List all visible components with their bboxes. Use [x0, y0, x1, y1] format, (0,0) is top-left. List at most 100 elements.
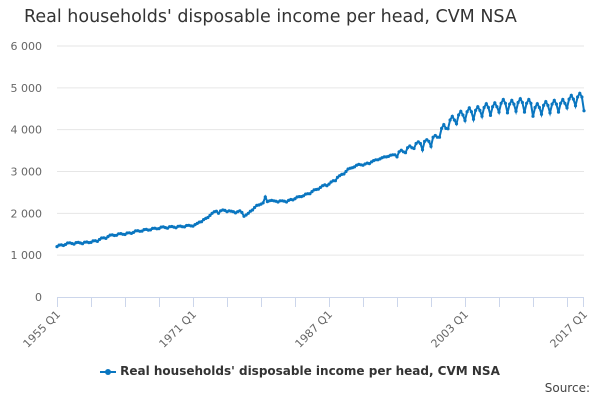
legend[interactable]: Real households' disposable income per h…	[0, 364, 600, 378]
data-point[interactable]	[576, 95, 580, 99]
data-point[interactable]	[554, 102, 559, 106]
data-point[interactable]	[244, 213, 248, 217]
data-point[interactable]	[497, 110, 501, 114]
data-point[interactable]	[246, 211, 250, 215]
data-point[interactable]	[582, 109, 586, 113]
data-point[interactable]	[508, 102, 512, 106]
data-point[interactable]	[412, 146, 416, 151]
data-point[interactable]	[465, 110, 469, 114]
data-point[interactable]	[561, 97, 565, 102]
data-point[interactable]	[520, 100, 525, 105]
data-point[interactable]	[333, 179, 337, 183]
data-point[interactable]	[104, 236, 108, 240]
data-point[interactable]	[216, 211, 221, 215]
data-point[interactable]	[529, 101, 533, 105]
data-point[interactable]	[512, 102, 516, 106]
data-point[interactable]	[478, 108, 482, 112]
data-point[interactable]	[525, 101, 529, 105]
data-point[interactable]	[95, 239, 99, 243]
data-point[interactable]	[556, 110, 561, 114]
data-point[interactable]	[510, 98, 514, 102]
data-point[interactable]	[214, 209, 218, 213]
data-point[interactable]	[457, 113, 461, 117]
data-point[interactable]	[452, 118, 456, 122]
data-point[interactable]	[263, 195, 267, 199]
data-point[interactable]	[427, 139, 431, 143]
data-point[interactable]	[206, 215, 210, 220]
data-point[interactable]	[533, 105, 537, 110]
data-point[interactable]	[446, 127, 450, 131]
data-point[interactable]	[501, 97, 505, 102]
data-point[interactable]	[471, 117, 476, 121]
data-point[interactable]	[499, 101, 503, 105]
data-point[interactable]	[552, 98, 556, 102]
data-point[interactable]	[537, 105, 542, 110]
data-point[interactable]	[469, 110, 473, 114]
data-point[interactable]	[437, 135, 442, 139]
data-point[interactable]	[210, 211, 214, 215]
data-point[interactable]	[442, 123, 446, 127]
data-point[interactable]	[431, 135, 435, 139]
data-point[interactable]	[344, 169, 348, 174]
data-point[interactable]	[429, 144, 433, 148]
data-point[interactable]	[482, 105, 486, 110]
data-point[interactable]	[539, 112, 544, 116]
data-point[interactable]	[514, 109, 518, 113]
data-point[interactable]	[420, 148, 425, 152]
data-point[interactable]	[480, 114, 484, 118]
data-point[interactable]	[495, 105, 499, 109]
data-point[interactable]	[448, 118, 452, 122]
data-point[interactable]	[565, 106, 569, 110]
data-point[interactable]	[527, 97, 531, 102]
data-point[interactable]	[474, 108, 478, 112]
data-point[interactable]	[240, 210, 244, 215]
data-point[interactable]	[459, 109, 463, 113]
data-point[interactable]	[418, 141, 422, 146]
data-point[interactable]	[454, 122, 459, 126]
data-point[interactable]	[342, 172, 346, 176]
data-point[interactable]	[548, 111, 552, 115]
data-point[interactable]	[406, 146, 410, 150]
data-point[interactable]	[573, 104, 578, 108]
data-point[interactable]	[423, 139, 427, 143]
data-point[interactable]	[440, 126, 444, 130]
data-point[interactable]	[563, 101, 567, 105]
data-point[interactable]	[491, 105, 495, 109]
data-point[interactable]	[253, 205, 257, 210]
data-point[interactable]	[461, 113, 465, 117]
data-point[interactable]	[393, 153, 397, 157]
data-point[interactable]	[544, 100, 548, 104]
data-point[interactable]	[486, 105, 490, 110]
data-point[interactable]	[518, 97, 522, 101]
data-point[interactable]	[559, 101, 563, 105]
data-point[interactable]	[569, 93, 573, 97]
data-point[interactable]	[308, 192, 312, 196]
data-point[interactable]	[567, 97, 571, 101]
data-point[interactable]	[261, 201, 265, 205]
data-point[interactable]	[503, 101, 507, 105]
data-point[interactable]	[522, 110, 527, 114]
data-point[interactable]	[484, 102, 488, 106]
data-point[interactable]	[580, 95, 584, 99]
data-point[interactable]	[414, 141, 418, 146]
data-point[interactable]	[278, 199, 282, 203]
data-point[interactable]	[516, 100, 520, 105]
data-point[interactable]	[488, 113, 493, 117]
data-point[interactable]	[467, 106, 471, 110]
data-point[interactable]	[403, 151, 408, 155]
data-point[interactable]	[199, 220, 204, 224]
data-point[interactable]	[395, 155, 399, 159]
data-point[interactable]	[550, 102, 554, 106]
data-point[interactable]	[327, 182, 331, 186]
data-point[interactable]	[250, 208, 255, 212]
data-point[interactable]	[397, 150, 401, 154]
data-point[interactable]	[450, 114, 454, 118]
data-point[interactable]	[493, 101, 497, 105]
data-point[interactable]	[476, 105, 480, 109]
data-point[interactable]	[578, 91, 582, 95]
data-point[interactable]	[535, 102, 539, 106]
data-point[interactable]	[463, 118, 467, 123]
data-point[interactable]	[505, 111, 510, 115]
data-point[interactable]	[542, 103, 546, 107]
data-point[interactable]	[546, 103, 550, 107]
